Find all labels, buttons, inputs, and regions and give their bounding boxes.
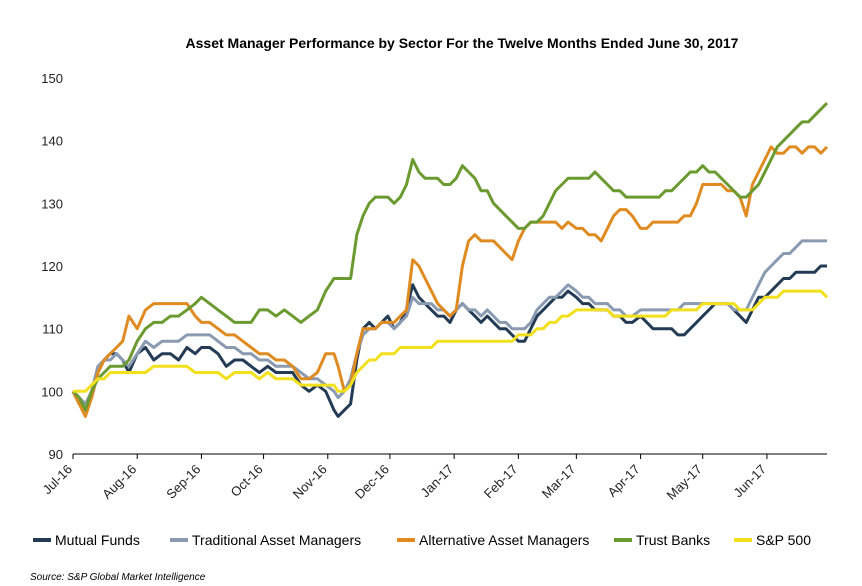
x-tick-label: Oct-16 (227, 462, 265, 500)
x-tick-label: Jun-17 (730, 462, 769, 501)
y-tick-label: 100 (41, 384, 63, 399)
legend-label-2: Alternative Asset Managers (419, 532, 589, 548)
series-line-3 (71, 102, 829, 412)
x-tick-label: Nov-16 (290, 462, 330, 502)
series-layer (71, 102, 829, 418)
source-note: Source: S&P Global Market Intelligence (30, 572, 206, 583)
y-tick-label: 150 (41, 71, 63, 86)
y-tick-label: 90 (49, 447, 63, 462)
x-tick-label: Feb-17 (481, 462, 521, 502)
legend-label-0: Mutual Funds (55, 532, 140, 548)
x-tick-label: Jan-17 (418, 462, 457, 501)
series-line-4 (73, 289, 829, 393)
legend-label-1: Traditional Asset Managers (192, 532, 361, 548)
chart-title: Asset Manager Performance by Sector For … (186, 35, 739, 51)
y-tick-label: 110 (42, 322, 63, 337)
series-line-2 (71, 145, 829, 418)
y-tick-label: 130 (41, 196, 63, 211)
x-tick-label: Mar-17 (539, 462, 579, 502)
axes: 90 100 110 120 130 140 150 Jul-16 Aug-16 Sep-16 Oc… (39, 71, 827, 503)
x-tick-label: Aug-16 (99, 462, 139, 502)
y-tick-label: 120 (41, 259, 63, 274)
x-tick-label: Jul-16 (39, 462, 75, 498)
x-tick-label: Sep-16 (163, 462, 203, 502)
x-tick-label: May-17 (664, 462, 705, 503)
legend-label-4: S&P 500 (756, 532, 811, 548)
legend: Mutual Funds Traditional Asset Managers Al… (33, 532, 811, 548)
y-tick-label: 140 (41, 134, 63, 149)
series-line-0 (71, 264, 827, 418)
legend-label-3: Trust Banks (636, 532, 710, 548)
x-tick-label: Dec-16 (352, 462, 392, 502)
x-tick-label: Apr-17 (604, 462, 642, 500)
